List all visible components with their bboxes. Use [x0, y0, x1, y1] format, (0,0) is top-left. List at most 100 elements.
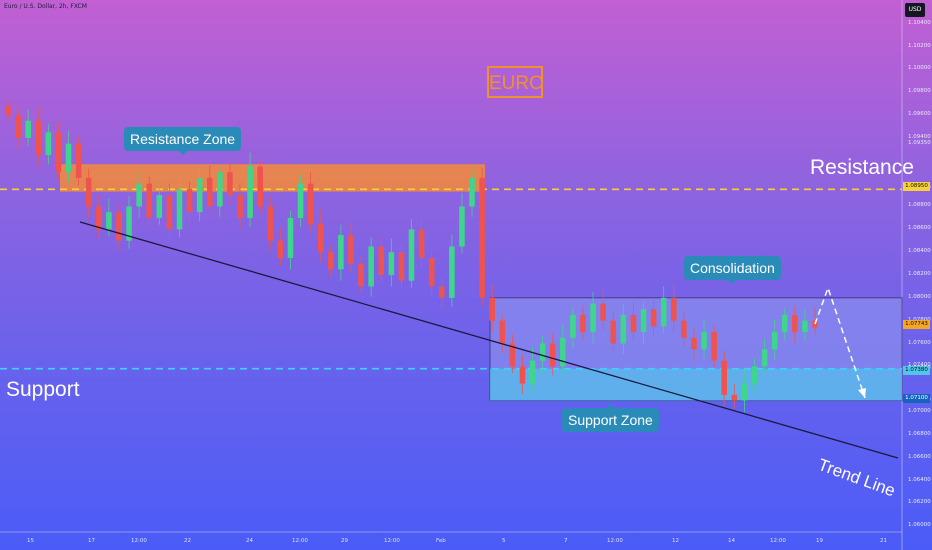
candle: [731, 394, 738, 401]
y-tick-label: 1.10200: [908, 42, 931, 49]
y-tick-label: 1.08600: [908, 225, 931, 232]
candle: [449, 246, 455, 298]
candle: [287, 217, 294, 258]
candle: [317, 223, 324, 253]
candle: [539, 343, 546, 361]
x-tick-label: 12: [672, 538, 679, 544]
x-tick-label: Feb: [436, 538, 446, 544]
candle: [166, 195, 173, 230]
candle: [156, 195, 163, 218]
candle: [751, 366, 758, 384]
candle: [529, 360, 536, 384]
currency-button[interactable]: USD: [905, 3, 925, 17]
candle: [206, 177, 213, 207]
x-tick-label: 22: [184, 538, 191, 544]
support-zone: [490, 368, 902, 401]
x-tick-label: 17: [88, 538, 95, 544]
candle: [106, 212, 112, 230]
support-bottom-price-tag: 1.07100: [903, 394, 930, 403]
candle: [237, 195, 243, 218]
y-tick-label: 1.09350: [908, 139, 931, 146]
consolidation-label: Consolidation: [684, 256, 781, 284]
candle: [459, 206, 465, 247]
y-tick-label: 1.07000: [908, 408, 931, 415]
candle: [5, 105, 11, 116]
y-tick-label: 1.10400: [908, 19, 931, 26]
candle: [368, 246, 374, 287]
candle: [549, 343, 556, 367]
candle: [590, 303, 596, 333]
y-tick-label: 1.10000: [908, 65, 931, 72]
x-tick-label: 15: [27, 538, 34, 544]
candle: [741, 383, 748, 401]
candle: [660, 297, 667, 327]
candle: [671, 297, 677, 321]
candle: [701, 332, 707, 350]
candle: [600, 303, 606, 321]
candle: [681, 320, 687, 338]
x-tick-label: 12:00: [131, 538, 147, 544]
y-tick-label: 1.08200: [908, 271, 931, 277]
candle: [176, 189, 183, 230]
candle: [781, 314, 788, 333]
candle: [721, 360, 727, 395]
candle: [217, 172, 223, 207]
candle: [45, 132, 52, 156]
candle: [227, 172, 233, 196]
x-tick-label: 29: [341, 538, 348, 544]
candle: [509, 343, 516, 367]
y-tick-label: 1.09600: [908, 111, 931, 118]
candle: [408, 229, 415, 281]
candle: [247, 166, 253, 218]
candle: [580, 314, 586, 333]
candle: [307, 183, 314, 224]
y-tick-label: 1.08800: [908, 202, 931, 209]
x-tick-label: 24: [246, 538, 253, 544]
candle: [126, 206, 132, 241]
candle: [388, 252, 395, 275]
projection-path: [814, 285, 866, 399]
candle: [85, 177, 92, 207]
candle: [136, 183, 142, 207]
candle: [761, 349, 768, 367]
y-tick-label: 1.06600: [908, 453, 931, 460]
candle: [15, 115, 21, 138]
candle: [418, 229, 425, 258]
y-tick-label: 1.07400: [908, 362, 931, 368]
x-tick-label: 12:00: [384, 538, 400, 544]
x-tick-label: 7: [564, 538, 568, 544]
x-tick-label: 12:00: [292, 538, 308, 544]
y-tick-label: 1.06200: [908, 499, 931, 506]
y-tick-label: 1.07600: [908, 339, 931, 346]
euro-label: EURO: [487, 66, 544, 98]
x-tick-label: 19: [816, 538, 823, 544]
candle: [711, 332, 717, 361]
candle: [812, 320, 818, 328]
candle: [25, 120, 31, 138]
x-tick-label: 14: [728, 538, 735, 544]
candle: [116, 212, 122, 241]
candle: [378, 246, 385, 275]
candle: [438, 286, 445, 298]
candle: [297, 183, 304, 218]
y-tick-label: 1.06400: [908, 476, 931, 483]
chart-title: Euro / U.S. Dollar, 2h, FXCM: [4, 3, 87, 10]
resistance-zone: [60, 164, 485, 192]
y-tick-label: 1.08400: [908, 248, 931, 255]
candle: [489, 297, 495, 321]
candle: [610, 320, 617, 344]
candle: [650, 309, 657, 327]
candle: [640, 309, 647, 333]
candle: [792, 314, 798, 333]
candle: [277, 240, 284, 258]
support-text: Support: [6, 378, 80, 401]
candle: [469, 177, 475, 207]
trend-line: [79, 221, 899, 459]
candle: [75, 143, 82, 178]
candle: [186, 189, 193, 213]
candle: [499, 320, 506, 344]
y-tick-label: 1.06800: [908, 430, 931, 437]
candle: [560, 337, 566, 367]
candle: [428, 257, 435, 287]
